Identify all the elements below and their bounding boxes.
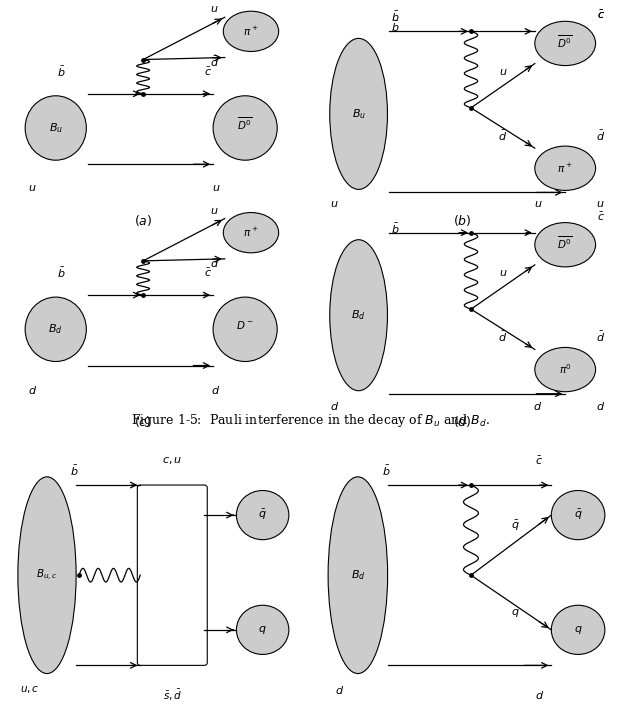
Text: $\bar{c}$: $\bar{c}$ [596, 211, 604, 223]
Text: $(d)$: $(d)$ [453, 414, 471, 429]
Text: $\bar{d}$: $\bar{d}$ [596, 330, 604, 344]
Text: $B_d$: $B_d$ [48, 322, 63, 336]
Ellipse shape [551, 605, 605, 654]
Text: $u$: $u$ [210, 206, 219, 216]
Text: $B_d$: $B_d$ [352, 308, 366, 322]
Text: $\bar{q}$: $\bar{q}$ [259, 508, 267, 522]
Text: $B_u$: $B_u$ [48, 121, 63, 135]
Text: $u$: $u$ [210, 4, 219, 14]
Ellipse shape [535, 22, 596, 65]
Text: $\bar{c}$: $\bar{c}$ [205, 65, 212, 78]
Text: $q$: $q$ [574, 624, 582, 636]
Ellipse shape [18, 477, 76, 674]
Ellipse shape [213, 297, 277, 362]
Text: $(f)$: $(f)$ [448, 718, 464, 719]
Text: $(e)$: $(e)$ [134, 718, 153, 719]
Text: $d$: $d$ [28, 384, 37, 395]
Text: $\bar{c}$: $\bar{c}$ [596, 9, 604, 22]
Text: $d$: $d$ [335, 684, 345, 696]
Text: $\bar{q}$: $\bar{q}$ [512, 519, 520, 533]
Ellipse shape [551, 490, 605, 540]
Text: $\bar{q}$: $\bar{q}$ [574, 508, 582, 522]
Text: $\overline{D^0}$: $\overline{D^0}$ [557, 234, 573, 251]
Text: $\bar{d}$: $\bar{d}$ [210, 55, 219, 68]
Ellipse shape [535, 146, 596, 191]
Text: $\bar{b}$: $\bar{b}$ [57, 266, 66, 280]
FancyBboxPatch shape [137, 485, 207, 665]
Text: $\bar{b}$: $\bar{b}$ [57, 65, 66, 78]
Text: $(b)$: $(b)$ [453, 213, 471, 228]
Text: $\pi^+$: $\pi^+$ [557, 162, 573, 175]
Text: $d$: $d$ [211, 384, 221, 395]
Text: $\pi^+$: $\pi^+$ [243, 24, 259, 38]
Ellipse shape [25, 297, 86, 362]
Text: $\bar{c}$: $\bar{c}$ [205, 267, 212, 279]
Text: $\pi^0$: $\pi^0$ [559, 362, 572, 377]
Text: $B_u$: $B_u$ [352, 107, 366, 121]
Text: $u$: $u$ [534, 199, 542, 209]
Text: $\overline{D^0}$: $\overline{D^0}$ [557, 33, 573, 50]
Ellipse shape [328, 477, 388, 674]
Text: $u$: $u$ [28, 183, 37, 193]
Text: $d$: $d$ [533, 400, 542, 412]
Text: $(a)$: $(a)$ [134, 213, 153, 228]
Ellipse shape [223, 213, 278, 253]
Text: $d$: $d$ [210, 257, 219, 269]
Text: $(c)$: $(c)$ [135, 414, 152, 429]
Ellipse shape [236, 490, 289, 540]
Text: $d$: $d$ [596, 400, 604, 412]
Text: $\bar{c}$: $\bar{c}$ [596, 9, 604, 22]
Ellipse shape [236, 605, 289, 654]
Text: $u$: $u$ [498, 268, 507, 278]
Text: $\bar{d}$: $\bar{d}$ [498, 330, 507, 344]
Text: $\bar{b}$: $\bar{b}$ [382, 464, 390, 478]
Ellipse shape [330, 38, 388, 189]
Text: $\bar{b}$: $\bar{b}$ [391, 10, 399, 24]
Text: Figure 1-5:  Pauli interference in the decay of $B_u$ and $B_d$.: Figure 1-5: Pauli interference in the de… [131, 412, 489, 429]
Text: $\pi^+$: $\pi^+$ [243, 226, 259, 239]
Text: $\bar{b}$: $\bar{b}$ [70, 464, 79, 478]
Text: $B_d$: $B_d$ [350, 568, 365, 582]
Ellipse shape [25, 96, 86, 160]
Text: $d$: $d$ [330, 400, 339, 412]
Text: $q$: $q$ [512, 608, 520, 620]
Text: $D^-$: $D^-$ [236, 319, 254, 331]
Text: $\bar{b}$: $\bar{b}$ [391, 221, 399, 236]
Text: $c, u$: $c, u$ [162, 455, 182, 466]
Text: $q$: $q$ [259, 624, 267, 636]
Ellipse shape [535, 223, 596, 267]
Ellipse shape [223, 12, 278, 52]
Ellipse shape [330, 239, 388, 390]
Text: $\bar{b}$: $\bar{b}$ [391, 20, 399, 35]
Text: $\bar{s}, \bar{d}$: $\bar{s}, \bar{d}$ [162, 688, 182, 703]
Text: $\overline{D^0}$: $\overline{D^0}$ [237, 116, 253, 132]
Ellipse shape [535, 347, 596, 392]
Text: $u$: $u$ [498, 67, 507, 77]
Text: $B_{u,c}$: $B_{u,c}$ [37, 567, 58, 583]
Text: $u, c$: $u, c$ [20, 684, 39, 695]
Text: $\bar{d}$: $\bar{d}$ [596, 129, 604, 143]
Text: $\bar{d}$: $\bar{d}$ [498, 129, 507, 143]
Text: $u$: $u$ [330, 199, 339, 209]
Ellipse shape [213, 96, 277, 160]
Text: $d$: $d$ [535, 690, 544, 702]
Text: $u$: $u$ [212, 183, 220, 193]
Text: $\bar{c}$: $\bar{c}$ [536, 454, 543, 467]
Text: $u$: $u$ [596, 199, 604, 209]
